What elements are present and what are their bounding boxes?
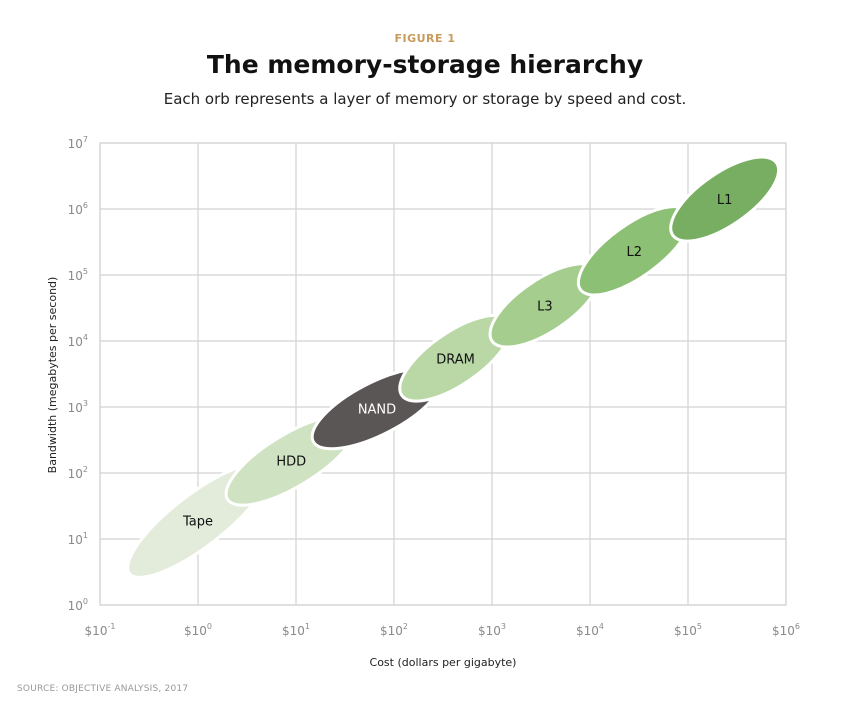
x-axis-ticks: $10-1 $100 $101 $102 $103 $104 $105 $106 <box>85 622 800 638</box>
figure-kicker: FIGURE 1 <box>394 32 456 45</box>
orb-hdd-label: HDD <box>276 454 306 469</box>
y-tick-label: 104 <box>68 333 88 349</box>
orb-l2-label: L2 <box>626 245 642 260</box>
orb-l1-shape <box>669 155 781 243</box>
y-tick-label: 106 <box>68 201 88 217</box>
source-note: SOURCE: OBJECTIVE ANALYSIS, 2017 <box>17 684 189 694</box>
x-tick-label: $102 <box>380 622 408 638</box>
x-axis-label: Cost (dollars per gigabyte) <box>370 656 517 669</box>
y-tick-label: 102 <box>68 465 88 481</box>
y-tick-label: 100 <box>68 597 88 613</box>
y-axis-ticks: 100 101 102 103 104 105 106 107 <box>68 135 88 613</box>
y-tick-label: 105 <box>68 267 88 283</box>
y-tick-label: 107 <box>68 135 88 151</box>
orb-nand-label: NAND <box>358 403 396 418</box>
x-tick-label: $104 <box>576 622 604 638</box>
orb-tape-label: Tape <box>182 515 213 530</box>
orb-l3-label: L3 <box>537 299 553 314</box>
x-tick-label: $106 <box>772 622 800 638</box>
x-tick-label: $101 <box>282 622 310 638</box>
x-tick-label: $10-1 <box>85 622 116 638</box>
chart-title: The memory-storage hierarchy <box>206 50 644 79</box>
y-tick-label: 103 <box>68 399 88 415</box>
x-tick-label: $103 <box>478 622 506 638</box>
x-tick-label: $105 <box>674 622 702 638</box>
y-tick-label: 101 <box>68 531 88 547</box>
orbs: Tape HDD NAND DRAM L3 L2 L1 <box>126 155 781 579</box>
chart-subtitle: Each orb represents a layer of memory or… <box>163 90 687 108</box>
y-axis-label: Bandwidth (megabytes per second) <box>46 277 59 474</box>
orb-l1-label: L1 <box>717 193 733 208</box>
orb-l1: L1 <box>669 155 781 243</box>
orb-dram-label: DRAM <box>436 352 475 367</box>
x-tick-label: $100 <box>184 622 212 638</box>
